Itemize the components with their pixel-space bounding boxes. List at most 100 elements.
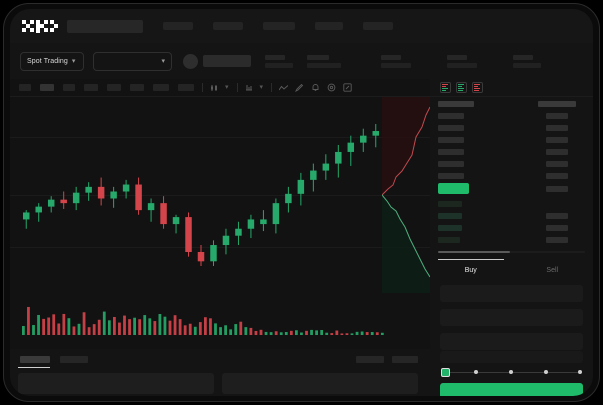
market-stat-2	[307, 54, 341, 68]
orders-tab-open[interactable]	[20, 356, 50, 363]
orders-card-1[interactable]	[18, 373, 214, 394]
orderbook-ask-amount	[546, 125, 568, 131]
chart-gridline	[10, 137, 430, 138]
stat-label	[447, 54, 467, 60]
orderbook-bids-icon[interactable]	[456, 82, 467, 93]
stat-value	[381, 62, 411, 68]
orderbook-ask-row[interactable]	[438, 125, 464, 131]
orderbook-col-header-amount	[538, 101, 576, 107]
toolbar-divider	[202, 83, 203, 92]
market-type-selector[interactable]: Spot Trading ▾	[20, 51, 84, 71]
total-field[interactable]	[440, 351, 583, 363]
search-input[interactable]	[67, 19, 143, 33]
stat-label	[513, 54, 533, 60]
tab-buy-label: Buy	[464, 266, 477, 274]
slider-step-100[interactable]	[578, 370, 582, 374]
orderbook-bid-row[interactable]	[438, 237, 460, 243]
orderbook-ask-amount	[546, 173, 568, 179]
candlestick-series	[22, 124, 380, 266]
orders-panel	[10, 349, 430, 396]
last-price-display	[203, 55, 251, 67]
nav-item-5[interactable]	[363, 22, 393, 30]
orderbook-scrollbar[interactable]	[438, 251, 585, 253]
orders-action-1[interactable]	[356, 356, 384, 363]
orderbook-both-icon[interactable]	[440, 82, 451, 93]
orders-action-2[interactable]	[392, 356, 418, 363]
orderbook-bid-amount	[546, 225, 568, 231]
orders-tab-bar	[10, 349, 430, 369]
orderbook-ask-amount	[546, 113, 568, 119]
slider-step-25[interactable]	[474, 370, 478, 374]
orderbook-view-toggle	[430, 79, 593, 97]
amount-percent-slider[interactable]	[441, 368, 582, 377]
line-chart-icon[interactable]	[279, 84, 289, 92]
tab-buy[interactable]: Buy	[430, 259, 512, 281]
okx-logo-icon[interactable]	[22, 19, 58, 33]
timeframe-button-4[interactable]	[84, 84, 98, 91]
timeframe-button-7[interactable]	[153, 84, 169, 91]
trade-sidebar: Buy Sell	[430, 79, 593, 396]
chart-gridline	[10, 195, 430, 196]
fullscreen-icon[interactable]	[343, 83, 352, 92]
nav-item-4[interactable]	[315, 22, 343, 30]
timeframe-button-5[interactable]	[107, 84, 121, 91]
chevron-down-icon: ▾	[71, 57, 76, 65]
slider-step-50[interactable]	[509, 370, 513, 374]
orderbook-ask-amount	[546, 149, 568, 155]
orderbook-bid-row[interactable]	[438, 201, 462, 207]
market-stat-4	[447, 54, 477, 68]
chart-toolbar: ▾ ▾	[10, 79, 430, 97]
orderbook-bid-row[interactable]	[438, 225, 462, 231]
timeframe-button-8[interactable]	[178, 84, 194, 91]
orderbook-ask-row[interactable]	[438, 149, 464, 155]
orderbook-bid-amount	[546, 213, 568, 219]
orderbook-ask-amount	[546, 161, 568, 167]
timeframe-button-6[interactable]	[130, 84, 144, 91]
active-tab-underline	[18, 367, 50, 368]
order-book[interactable]	[430, 97, 593, 259]
timeframe-button-3[interactable]	[63, 84, 75, 91]
nav-item-3[interactable]	[263, 22, 295, 30]
orderbook-ask-row[interactable]	[438, 137, 464, 143]
orderbook-bid-row[interactable]	[438, 213, 462, 219]
pencil-icon[interactable]	[295, 83, 304, 92]
submit-order-button[interactable]	[440, 383, 583, 396]
orderbook-ask-row[interactable]	[438, 173, 464, 179]
orderbook-ask-row[interactable]	[438, 161, 464, 167]
tab-sell[interactable]: Sell	[512, 259, 594, 281]
orderbook-ask-amount	[546, 137, 568, 143]
timeframe-button-2[interactable]	[40, 84, 54, 91]
timeframe-button-1[interactable]	[19, 84, 31, 91]
market-type-label: Spot Trading	[27, 57, 68, 65]
orders-tab-history[interactable]	[60, 356, 88, 363]
chevron-down-icon[interactable]: ▾	[259, 84, 264, 91]
chevron-down-icon[interactable]: ▾	[225, 84, 229, 91]
price-chart[interactable]	[10, 97, 430, 349]
alert-icon[interactable]	[311, 83, 320, 92]
orders-card-2[interactable]	[222, 373, 418, 394]
chart-gridline	[10, 247, 430, 248]
trading-pair-selector[interactable]: ▾	[93, 51, 172, 71]
amount-field[interactable]	[440, 333, 583, 350]
top-navigation-bar	[10, 9, 593, 43]
orderbook-ask-amount	[546, 186, 568, 192]
market-stat-3	[381, 54, 411, 68]
order-type-field[interactable]	[440, 285, 583, 302]
stat-label	[381, 54, 401, 60]
stat-label	[307, 54, 329, 60]
nav-item-2[interactable]	[213, 22, 243, 30]
candlestick-type-icon[interactable]	[210, 84, 218, 92]
volume-series	[22, 306, 384, 335]
settings-icon[interactable]	[327, 83, 336, 92]
toolbar-divider	[236, 83, 238, 92]
slider-handle[interactable]	[441, 368, 450, 377]
trade-side-tabs: Buy Sell	[430, 259, 593, 281]
slider-step-75[interactable]	[544, 370, 548, 374]
indicator-icon[interactable]	[245, 84, 253, 92]
app-screen: Spot Trading ▾ ▾	[10, 9, 593, 396]
orderbook-asks-icon[interactable]	[472, 82, 483, 93]
orderbook-last-price-row[interactable]	[438, 183, 469, 194]
orderbook-ask-row[interactable]	[438, 113, 464, 119]
nav-item-1[interactable]	[163, 22, 193, 30]
price-field[interactable]	[440, 309, 583, 326]
